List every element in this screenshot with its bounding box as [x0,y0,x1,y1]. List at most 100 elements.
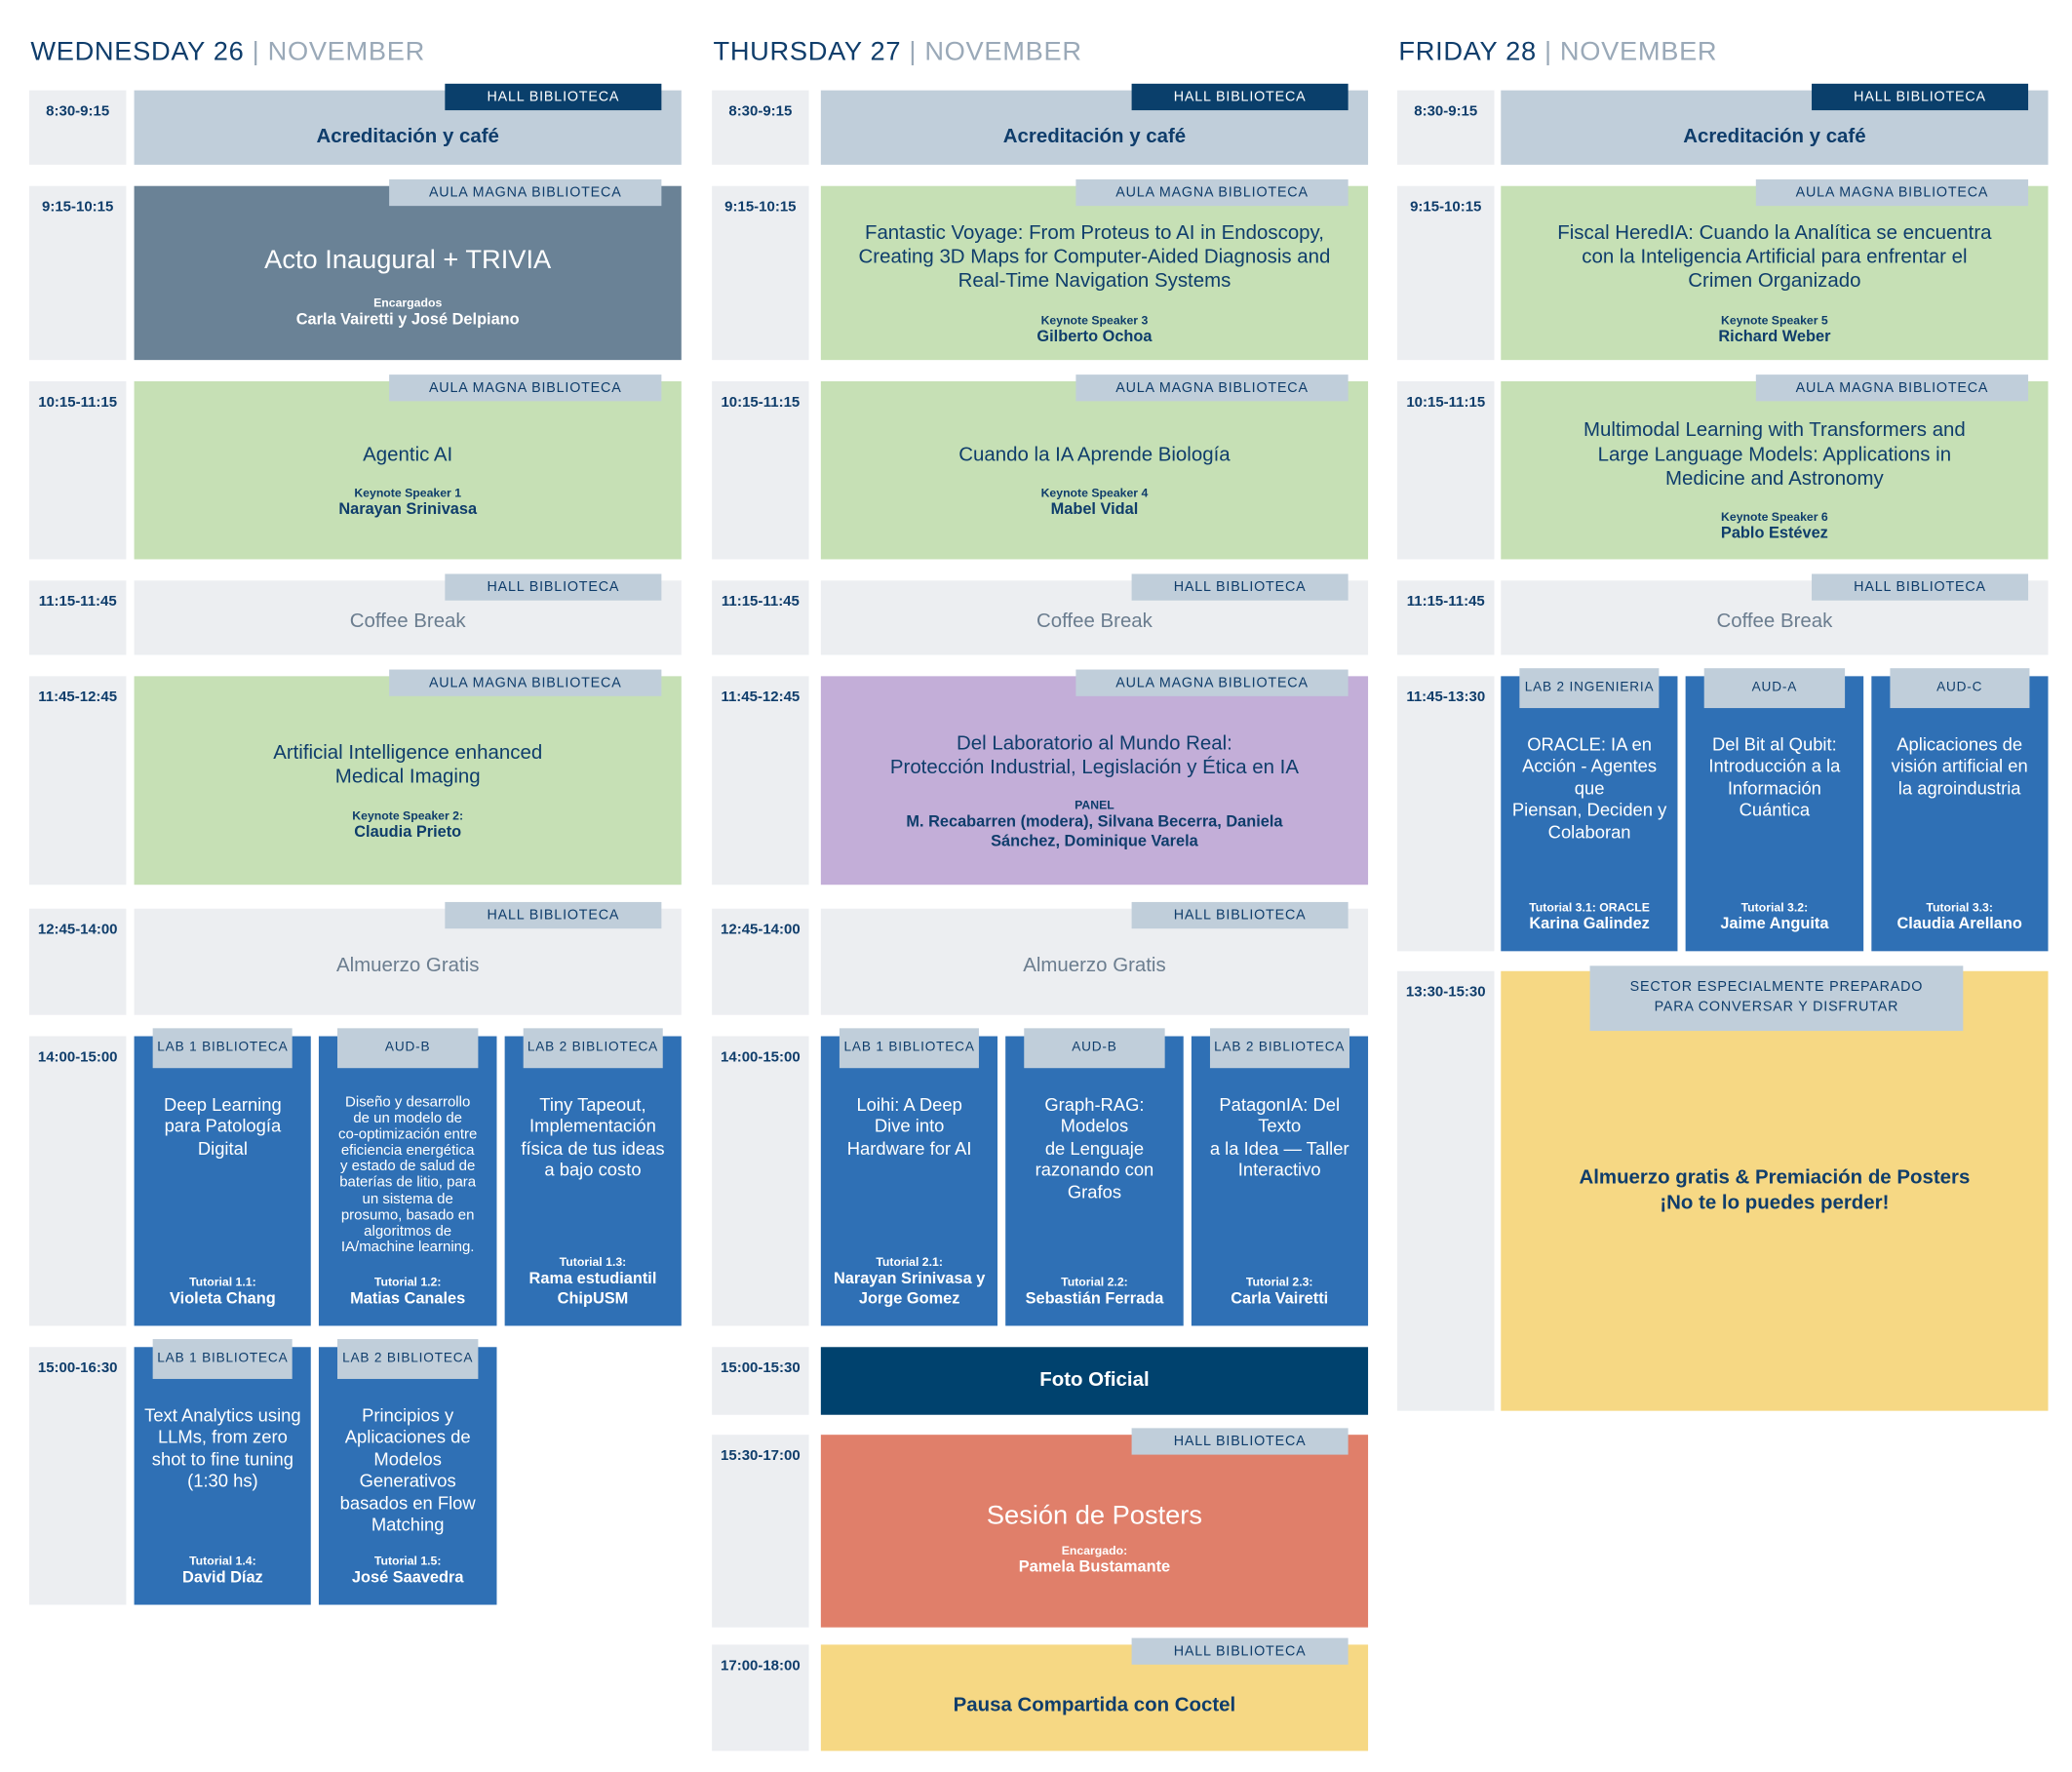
speaker-role: Tutorial 2.2: [1061,1275,1128,1288]
speaker-role: Tutorial 3.1: ORACLE [1529,900,1650,914]
event-title: Loihi: A Deep Dive into Hardware for AI [846,1094,972,1159]
speaker-role: Tutorial 1.2: [373,1275,442,1288]
speaker-role: Keynote Speaker 4 [1040,486,1149,500]
time-slot: 8:30-9:15 [712,90,809,165]
time-slot: 14:00-15:00 [712,1036,809,1326]
time-slot: 8:30-9:15 [28,90,127,165]
event-panel[interactable]: Del Laboratorio al Mundo Real: Protecció… [820,676,1369,886]
event-title: Pausa Compartida con Coctel [953,1693,1236,1716]
event-keynote[interactable]: Multimodal Learning with Transformers an… [1501,380,2049,560]
event-title: Almuerzo Gratis [335,953,480,977]
day-separator: | [252,37,260,67]
speaker-role: Keynote Speaker 6 [1721,510,1828,525]
event-tut[interactable]: Del Bit al Qubit: Introducción a la Info… [1686,676,1863,952]
event-keynote[interactable]: Agentic AI Keynote Speaker 1 Narayan Srini… [134,380,682,560]
event-title: Agentic AI [363,443,453,466]
event-keynote[interactable]: Fantastic Voyage: From Proteus to AI in … [820,185,1369,361]
time-slot: 11:15-11:45 [28,580,127,655]
event-tut[interactable]: Graph-RAG: Modelos de Lenguaje razonando… [1005,1036,1184,1326]
speaker-name: Karina Galindez [1529,913,1650,932]
speaker-name: Carla Vairetti [1231,1287,1329,1307]
day-separator: | [909,37,918,67]
event-foto[interactable]: Foto Oficial [820,1347,1369,1415]
room-tag: HALL BIBLIOTECA [1131,901,1349,929]
event-title: ORACLE: IA en Acción - Agentes que Piens… [1511,734,1667,843]
speaker-name: Narayan Srinivasa [338,499,478,519]
room-tag: LAB 2 INGENIERIA [1519,668,1660,709]
time-slot: 13:30-15:30 [1397,970,1495,1411]
time-slot: 11:45-12:45 [28,676,127,886]
speaker-name: José Saavedra [351,1566,464,1586]
time-slot: 8:30-9:15 [1397,90,1495,165]
room-tag: HALL BIBLIOTECA [1131,1637,1349,1665]
room-tag: AULA MAGNA BIBLIOTECA [389,178,662,207]
event-title: Cuando la IA Aprende Biología [958,443,1231,466]
speaker-name: Richard Weber [1718,326,1831,345]
event-title: Del Laboratorio al Mundo Real: Protecció… [889,731,1299,779]
time-slot: 17:00-18:00 [712,1644,809,1752]
event-tut[interactable]: ORACLE: IA en Acción - Agentes que Piens… [1501,676,1678,952]
room-tag: HALL BIBLIOTECA [445,573,662,601]
event-title: Graph-RAG: Modelos de Lenguaje razonando… [1035,1094,1154,1202]
time-slot: 9:15-10:15 [712,185,809,361]
time-slot: 11:45-12:45 [712,676,809,886]
event-title: Coffee Break [349,610,466,633]
event-tut[interactable]: Text Analytics using LLMs, from zero sho… [134,1347,312,1605]
event-tut[interactable]: Principios y Aplicaciones de Modelos Gen… [319,1347,496,1605]
event-tut[interactable]: Aplicaciones de visión artificial en la … [1870,676,2049,952]
room-tag: AUD-B [1024,1028,1165,1069]
event-title: Tiny Tapeout, Implementación física de t… [521,1094,665,1181]
time-slot: 12:45-14:00 [28,908,127,1015]
event-keynote[interactable]: Fiscal HeredIA: Cuando la Analítica se e… [1501,185,2049,361]
time-slot: 9:15-10:15 [28,185,127,361]
speaker-role: Keynote Speaker 2: [352,808,464,822]
room-tag: HALL BIBLIOTECA [1131,83,1349,111]
room-tag: AULA MAGNA BIBLIOTECA [389,374,662,402]
event-tut[interactable]: Loihi: A Deep Dive into Hardware for AI T… [820,1036,998,1326]
event-title: Principios y Aplicaciones de Modelos Gen… [339,1405,476,1535]
speaker-name: Pamela Bustamante [1018,1555,1171,1575]
time-slot: 14:00-15:00 [28,1036,127,1326]
event-tut[interactable]: Deep Learning para Patología Digital Tuto… [134,1036,312,1326]
event-tut[interactable]: PatagonIA: Del Texto a la Idea — Taller … [1191,1036,1369,1326]
event-title: Fiscal HeredIA: Cuando la Analítica se e… [1557,221,1992,294]
event-title: Coffee Break [1716,610,1833,633]
time-slot: 11:15-11:45 [712,580,809,655]
room-tag: LAB 1 BIBLIOTECA [152,1339,293,1379]
event-keynote[interactable]: Cuando la IA Aprende Biología Keynote Spe… [820,380,1369,560]
day-name: WEDNESDAY 26 [30,37,245,67]
event-poster[interactable]: Sesión de Posters Encargado: Pamela Bustam… [820,1435,1369,1628]
room-tag: HALL BIBLIOTECA [1131,573,1349,601]
day-separator: | [1544,37,1552,67]
event-open[interactable]: Acto Inaugural + TRIVIA Encargados Carla V… [134,185,682,361]
time-slot: 10:15-11:15 [712,380,809,560]
room-tag: LAB 1 BIBLIOTECA [839,1028,980,1069]
speaker-name: Jaime Anguita [1720,913,1829,932]
event-keynote[interactable]: Artificial Intelligence enhanced Medical… [134,676,682,886]
event-title: Aplicaciones de visión artificial en la … [1891,734,2028,799]
room-tag: HALL BIBLIOTECA [1812,83,2029,111]
speaker-role: Keynote Speaker 1 [354,486,462,500]
event-tut[interactable]: Diseño y desarrollo de un modelo de co-o… [319,1036,496,1326]
event-title: Fantastic Voyage: From Proteus to AI in … [858,221,1331,294]
speaker-role: Tutorial 2.3: [1245,1275,1313,1288]
speaker-role: Tutorial 1.4: [189,1554,256,1567]
event-tut[interactable]: Tiny Tapeout, Implementación física de t… [504,1036,682,1326]
time-slot: 15:30-17:00 [712,1435,809,1628]
month-name: NOVEMBER [267,37,425,67]
speaker-role: Tutorial 1.3: [559,1255,627,1270]
event-title: Foto Oficial [1039,1368,1150,1392]
event-title: Sesión de Posters [986,1501,1203,1531]
event-title: Text Analytics using LLMs, from zero sho… [144,1405,301,1491]
event-big[interactable]: Almuerzo gratis & Premiación de Posters … [1501,970,2049,1411]
day-header: WEDNESDAY 26 | NOVEMBER [30,37,425,67]
time-slot: 15:00-16:30 [28,1347,127,1605]
event-title: Acto Inaugural + TRIVIA [264,246,552,276]
speaker-name: David Díaz [182,1566,263,1586]
speaker-role: PANEL [1075,799,1114,812]
event-title: Acreditación y café [316,124,499,147]
day-name: THURSDAY 27 [713,37,902,67]
speaker-role: Tutorial 2.1: [876,1255,943,1270]
room-tag: AULA MAGNA BIBLIOTECA [1755,374,2029,402]
speaker-name: Claudia Arellano [1896,913,2022,932]
